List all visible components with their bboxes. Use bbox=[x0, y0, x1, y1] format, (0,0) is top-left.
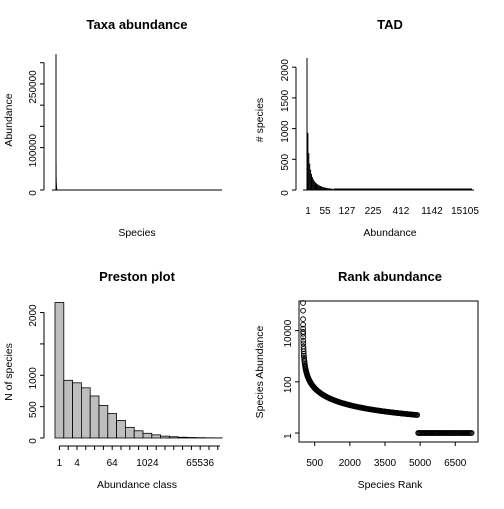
panel-2-title: TAD bbox=[377, 17, 403, 32]
bar bbox=[187, 437, 196, 438]
x-axis-label: Abundance class bbox=[97, 479, 177, 491]
y-axis-label: N of species bbox=[3, 343, 15, 401]
y-axis-label: Species Abundance bbox=[254, 325, 266, 418]
y-axis-label: Abundance bbox=[3, 93, 15, 146]
x-tick-label: 64 bbox=[107, 458, 119, 469]
x-tick-label: 3500 bbox=[374, 458, 397, 469]
y-tick-label: 500 bbox=[28, 401, 39, 418]
y-tick-label: 10000 bbox=[283, 319, 294, 347]
y-tick-label: 500 bbox=[280, 154, 291, 171]
y-axis: 0 100000 250000 bbox=[28, 63, 44, 196]
x-tick-label: 15105 bbox=[451, 206, 479, 217]
panel-1-title: Taxa abundance bbox=[87, 17, 188, 32]
panel-rank-abundance: Rank abundance 1 100 10000 500 2000 3500 5000… bbox=[254, 269, 478, 491]
bar bbox=[134, 431, 143, 438]
x-axis: 500 2000 3500 5000 6500 bbox=[306, 442, 466, 469]
bar bbox=[55, 303, 64, 438]
x-axis-label: Species bbox=[118, 227, 155, 239]
x-tick-label: 127 bbox=[339, 206, 356, 217]
y-tick-label: 1000 bbox=[28, 367, 39, 390]
y-axis: 1 100 10000 bbox=[283, 319, 299, 439]
bar bbox=[125, 427, 134, 438]
point bbox=[301, 317, 306, 322]
x-tick-label: 4 bbox=[74, 458, 80, 469]
bar bbox=[161, 436, 170, 438]
y-tick-label: 100 bbox=[283, 376, 294, 393]
y-tick-label: 0 bbox=[280, 190, 291, 196]
x-tick-label: 65536 bbox=[186, 458, 214, 469]
y-tick-label: 1500 bbox=[280, 89, 291, 112]
x-tick-label: 412 bbox=[393, 206, 410, 217]
y-tick-label: 0 bbox=[28, 190, 39, 196]
panel-taxa-abundance: Taxa abundance 0 100000 250000 Species Abu… bbox=[3, 17, 222, 239]
x-tick-label: 2000 bbox=[339, 458, 362, 469]
plot-frame bbox=[299, 301, 478, 442]
panel-3-title: Preston plot bbox=[99, 269, 176, 284]
x-axis-label: Species Rank bbox=[358, 479, 424, 491]
bar bbox=[143, 433, 152, 438]
bar bbox=[90, 396, 99, 438]
points bbox=[301, 301, 474, 436]
y-tick-label: 1 bbox=[283, 433, 294, 439]
y-axis-label: # species bbox=[254, 98, 266, 142]
bar bbox=[64, 380, 73, 438]
y-tick-label: 100000 bbox=[28, 133, 39, 167]
panel-4-title: Rank abundance bbox=[338, 269, 442, 284]
y-tick-label: 0 bbox=[28, 438, 39, 444]
bars bbox=[56, 54, 57, 190]
bar bbox=[108, 414, 117, 438]
y-tick-label: 250000 bbox=[28, 70, 39, 104]
x-tick-label: 1 bbox=[57, 458, 63, 469]
x-tick-label: 1 bbox=[305, 206, 311, 217]
x-tick-label: 1142 bbox=[421, 206, 443, 217]
panel-tad: TAD 0 500 1000 1500 2000 1 55 127 225 412 1142 151… bbox=[254, 17, 479, 239]
x-tick-label: 5000 bbox=[409, 458, 432, 469]
y-tick-label: 2000 bbox=[28, 304, 39, 327]
x-tick-label: 55 bbox=[319, 206, 331, 217]
x-tick-label: 225 bbox=[365, 206, 382, 217]
bar bbox=[152, 435, 161, 438]
y-tick-label: 2000 bbox=[280, 59, 291, 82]
y-tick-label: 1000 bbox=[280, 120, 291, 143]
y-axis: 0 500 1000 1500 2000 bbox=[280, 59, 296, 196]
bar bbox=[99, 405, 108, 438]
x-tick-label: 6500 bbox=[444, 458, 467, 469]
bar bbox=[178, 437, 187, 438]
x-tick-label: 1024 bbox=[136, 458, 159, 469]
bars bbox=[307, 58, 472, 190]
bar bbox=[81, 388, 90, 438]
bar bbox=[169, 437, 178, 438]
bar bbox=[117, 420, 126, 438]
bar bbox=[73, 383, 82, 438]
x-tick-label: 500 bbox=[306, 458, 323, 469]
x-axis-label: Abundance bbox=[363, 227, 416, 239]
y-axis: 0 500 1000 2000 bbox=[28, 304, 44, 444]
x-axis-ticks: 1 55 127 225 412 1142 15105 bbox=[305, 206, 479, 217]
point bbox=[301, 308, 306, 313]
bars bbox=[55, 303, 222, 438]
